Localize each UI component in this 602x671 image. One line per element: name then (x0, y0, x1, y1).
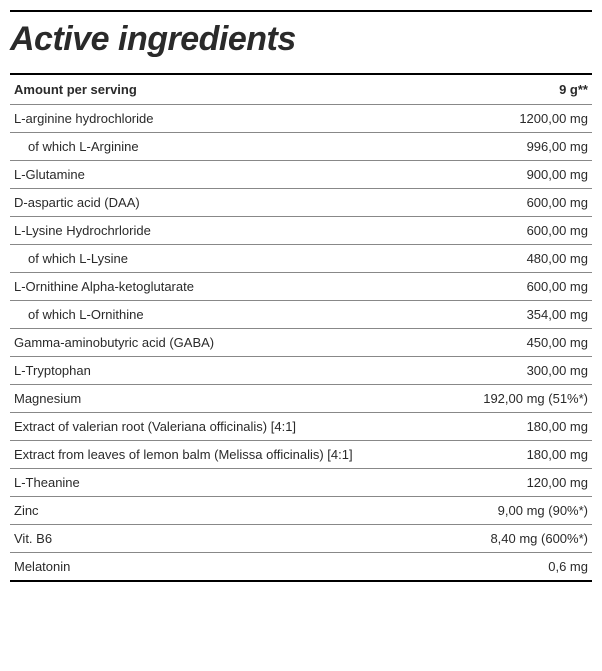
row-label: Extract of valerian root (Valeriana offi… (10, 413, 449, 441)
row-label: L-Ornithine Alpha-ketoglutarate (10, 273, 449, 301)
table-row: of which L-Arginine996,00 mg (10, 133, 592, 161)
row-amount: 600,00 mg (449, 273, 592, 301)
panel-title: Active ingredients (10, 20, 592, 59)
row-amount: 192,00 mg (51%*) (449, 385, 592, 413)
table-row: D-aspartic acid (DAA)600,00 mg (10, 189, 592, 217)
row-amount: 600,00 mg (449, 189, 592, 217)
row-label: of which L-Arginine (10, 133, 449, 161)
row-label: L-Lysine Hydrochrloride (10, 217, 449, 245)
table-row: Extract from leaves of lemon balm (Melis… (10, 441, 592, 469)
row-amount: 480,00 mg (449, 245, 592, 273)
header-amount: 9 g** (449, 74, 592, 105)
row-label: Vit. B6 (10, 525, 449, 553)
row-label: Melatonin (10, 553, 449, 582)
table-row: L-Theanine120,00 mg (10, 469, 592, 497)
table-row: of which L-Ornithine354,00 mg (10, 301, 592, 329)
row-label: of which L-Ornithine (10, 301, 449, 329)
row-label: D-aspartic acid (DAA) (10, 189, 449, 217)
table-row: L-Lysine Hydrochrloride600,00 mg (10, 217, 592, 245)
header-label: Amount per serving (10, 74, 449, 105)
row-amount: 996,00 mg (449, 133, 592, 161)
row-amount: 9,00 mg (90%*) (449, 497, 592, 525)
row-label: L-arginine hydrochloride (10, 105, 449, 133)
table-row: of which L-Lysine480,00 mg (10, 245, 592, 273)
row-amount: 1200,00 mg (449, 105, 592, 133)
row-amount: 180,00 mg (449, 441, 592, 469)
row-amount: 8,40 mg (600%*) (449, 525, 592, 553)
row-label: Gamma-aminobutyric acid (GABA) (10, 329, 449, 357)
row-amount: 900,00 mg (449, 161, 592, 189)
row-label: L-Theanine (10, 469, 449, 497)
row-label: L-Tryptophan (10, 357, 449, 385)
row-amount: 450,00 mg (449, 329, 592, 357)
table-row: L-arginine hydrochloride1200,00 mg (10, 105, 592, 133)
table-row: Vit. B68,40 mg (600%*) (10, 525, 592, 553)
table-row: L-Glutamine900,00 mg (10, 161, 592, 189)
ingredients-panel: Active ingredients Amount per serving 9 … (10, 10, 592, 582)
table-row: Extract of valerian root (Valeriana offi… (10, 413, 592, 441)
row-label: L-Glutamine (10, 161, 449, 189)
table-row: Melatonin0,6 mg (10, 553, 592, 582)
row-label: Magnesium (10, 385, 449, 413)
row-amount: 120,00 mg (449, 469, 592, 497)
row-amount: 354,00 mg (449, 301, 592, 329)
table-row: Gamma-aminobutyric acid (GABA)450,00 mg (10, 329, 592, 357)
table-header-row: Amount per serving 9 g** (10, 74, 592, 105)
row-amount: 0,6 mg (449, 553, 592, 582)
table-row: L-Tryptophan300,00 mg (10, 357, 592, 385)
table-row: Zinc9,00 mg (90%*) (10, 497, 592, 525)
row-label: Extract from leaves of lemon balm (Melis… (10, 441, 449, 469)
ingredients-table: Amount per serving 9 g** L-arginine hydr… (10, 73, 592, 582)
row-label: of which L-Lysine (10, 245, 449, 273)
table-row: Magnesium192,00 mg (51%*) (10, 385, 592, 413)
row-amount: 300,00 mg (449, 357, 592, 385)
row-label: Zinc (10, 497, 449, 525)
row-amount: 600,00 mg (449, 217, 592, 245)
table-row: L-Ornithine Alpha-ketoglutarate600,00 mg (10, 273, 592, 301)
row-amount: 180,00 mg (449, 413, 592, 441)
